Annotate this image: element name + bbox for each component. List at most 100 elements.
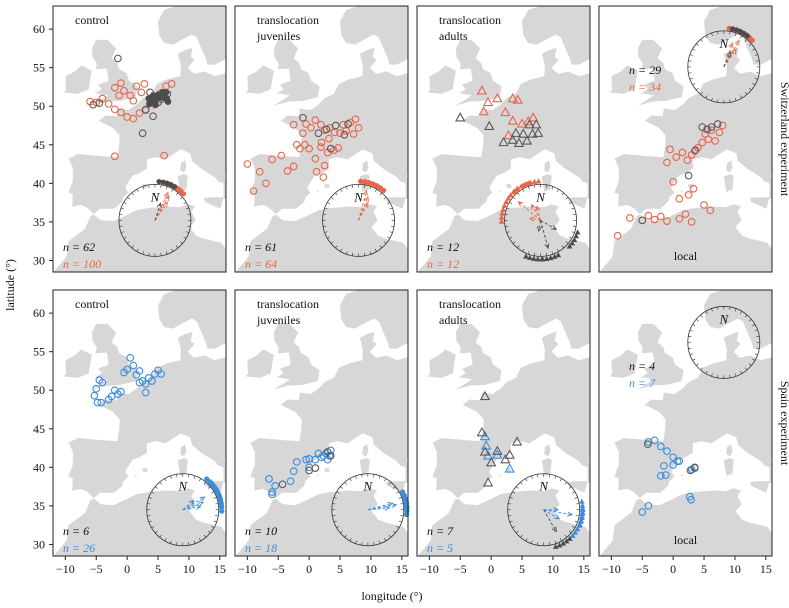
land-mass [427, 349, 456, 378]
compass-tick [187, 225, 191, 227]
compass-bearing-triangle [574, 229, 581, 235]
point-open-color [675, 194, 684, 203]
compass-mean-vector [367, 502, 393, 511]
point-open-color [110, 105, 119, 114]
compass-tick [531, 475, 533, 479]
compass-tick [136, 189, 139, 192]
compass-tick [154, 486, 158, 489]
compass-tick [537, 474, 539, 478]
compass-tick [378, 475, 381, 479]
compass-tick [522, 248, 525, 252]
compass-tick [576, 515, 580, 517]
y-tick-label: 55 [33, 61, 45, 75]
compass-tick [705, 35, 708, 39]
point-open-color [715, 128, 724, 137]
compass-tick [572, 491, 575, 494]
compass-tick [148, 520, 152, 523]
compass-tick [207, 486, 211, 489]
land-mass [680, 190, 683, 193]
compass-tick [170, 540, 172, 544]
compass-tick [556, 189, 559, 192]
compass-bearing-triangle [501, 202, 508, 208]
compass-tick [700, 314, 703, 318]
land-mass [726, 160, 733, 173]
y-tick-label: 60 [33, 22, 45, 36]
compass-tick [711, 32, 713, 37]
point-open-color [684, 191, 693, 199]
compass-tick [700, 91, 703, 95]
y-tick-label: 45 [33, 138, 45, 152]
compass-tick [689, 77, 693, 80]
point-open-color [110, 386, 119, 395]
compass-tick [509, 236, 513, 239]
land-mass [498, 190, 501, 193]
compass-tick [373, 542, 375, 546]
point-open-gray [713, 120, 722, 128]
compass-tick [711, 308, 713, 312]
compass-arrowhead [544, 243, 550, 250]
point-open-color [687, 495, 695, 504]
point-open-gray [331, 121, 340, 130]
point-open-gray [314, 129, 323, 138]
land-mass [63, 349, 92, 378]
compass-north-label: N [718, 36, 729, 51]
compass-tick [361, 474, 363, 478]
compass-arrowhead [567, 511, 574, 517]
compass-mean-vector [536, 206, 542, 221]
compass-tick [183, 202, 187, 205]
compass-tick [748, 319, 752, 322]
compass-north-label: N [150, 189, 161, 204]
compass-tick [522, 189, 525, 192]
land-mass [91, 39, 138, 106]
compass-tick [151, 525, 155, 528]
compass-tick [335, 192, 338, 196]
compass-tick [696, 363, 699, 366]
point-open-color [675, 457, 684, 466]
point-open-color [277, 151, 286, 160]
x-tick-label: −10 [56, 562, 75, 576]
panel-frame [416, 5, 591, 273]
point-open-color [302, 455, 310, 464]
compass-tick [398, 520, 402, 523]
compass-bearing-triangle [578, 498, 585, 504]
land-mass [250, 290, 408, 499]
point-open-color [669, 461, 677, 469]
y-tick-label: 30 [33, 253, 45, 267]
compass-tick [717, 306, 719, 310]
panel-frame [416, 289, 591, 557]
compass-tick [175, 245, 179, 249]
compass-tick [740, 95, 743, 99]
compass-tick [506, 231, 510, 233]
point-open-gray [684, 171, 693, 180]
n-count-color: n = 34 [629, 80, 661, 94]
compass-tick [752, 83, 756, 86]
n-count-gray: n = 7 [427, 524, 454, 538]
points-layer [86, 54, 176, 161]
compass-tick [349, 538, 352, 542]
point-triangle-gray [482, 477, 494, 487]
point-open-color [305, 455, 313, 463]
compass-bearing-triangle [571, 236, 578, 242]
compass-tick [121, 207, 125, 210]
compass-bearing-triangle [577, 518, 584, 524]
compass-tick [717, 31, 719, 35]
land-mass [316, 474, 319, 477]
point-triangle-gray [479, 446, 491, 456]
compass-tick [215, 515, 219, 517]
compass-tick [165, 251, 168, 255]
compass-tick [549, 474, 551, 478]
point-open-gray [138, 129, 147, 138]
compass-bearing-dot [180, 191, 187, 197]
compass-tick [574, 520, 578, 523]
point-open-color [167, 80, 176, 88]
compass-tick [119, 225, 123, 227]
compass-tick [154, 530, 158, 534]
compass-tick [333, 497, 337, 499]
compass-arrowhead [199, 496, 206, 502]
point-open-color [289, 120, 298, 129]
point-open-color [342, 127, 351, 135]
compass-tick [517, 192, 520, 196]
points-layer [455, 85, 544, 147]
compass-tick [188, 474, 190, 478]
